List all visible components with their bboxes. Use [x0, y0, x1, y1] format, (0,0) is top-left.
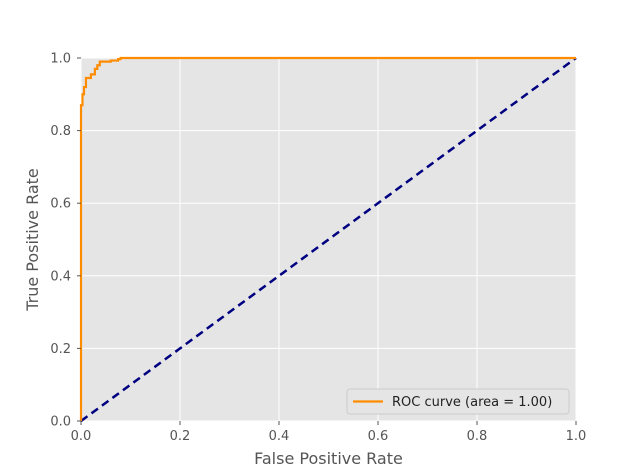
x-tick-label: 1.0 [566, 429, 587, 444]
y-tick-labels: 0.0 0.2 0.4 0.6 0.8 1.0 [50, 52, 81, 430]
x-tick-label: 0.6 [368, 429, 389, 444]
x-tick-labels: 0.0 0.2 0.4 0.6 0.8 1.0 [71, 421, 587, 444]
x-tick-label: 0.8 [467, 429, 488, 444]
x-tick-label: 0.4 [269, 429, 290, 444]
y-tick-label: 0.0 [50, 415, 71, 430]
chance-diagonal-line [80, 56, 577, 423]
x-tick-label: 0.0 [71, 429, 92, 444]
y-tick-label: 0.4 [50, 269, 71, 284]
y-axis-label: True Positive Rate [23, 168, 42, 312]
y-tick-label: 0.6 [50, 197, 71, 212]
y-tick-label: 0.2 [50, 342, 71, 357]
y-tick-label: 0.8 [50, 124, 71, 139]
legend-box [346, 388, 570, 415]
legend-label: ROC curve (area = 1.00) [392, 395, 552, 410]
legend: ROC curve (area = 1.00) [346, 388, 570, 415]
series-lines [79, 56, 577, 423]
x-axis-label: False Positive Rate [254, 449, 403, 468]
roc-curve-line [79, 56, 576, 421]
x-tick-label: 0.2 [170, 429, 191, 444]
grid-lines [80, 57, 577, 422]
y-tick-label: 1.0 [50, 52, 71, 67]
